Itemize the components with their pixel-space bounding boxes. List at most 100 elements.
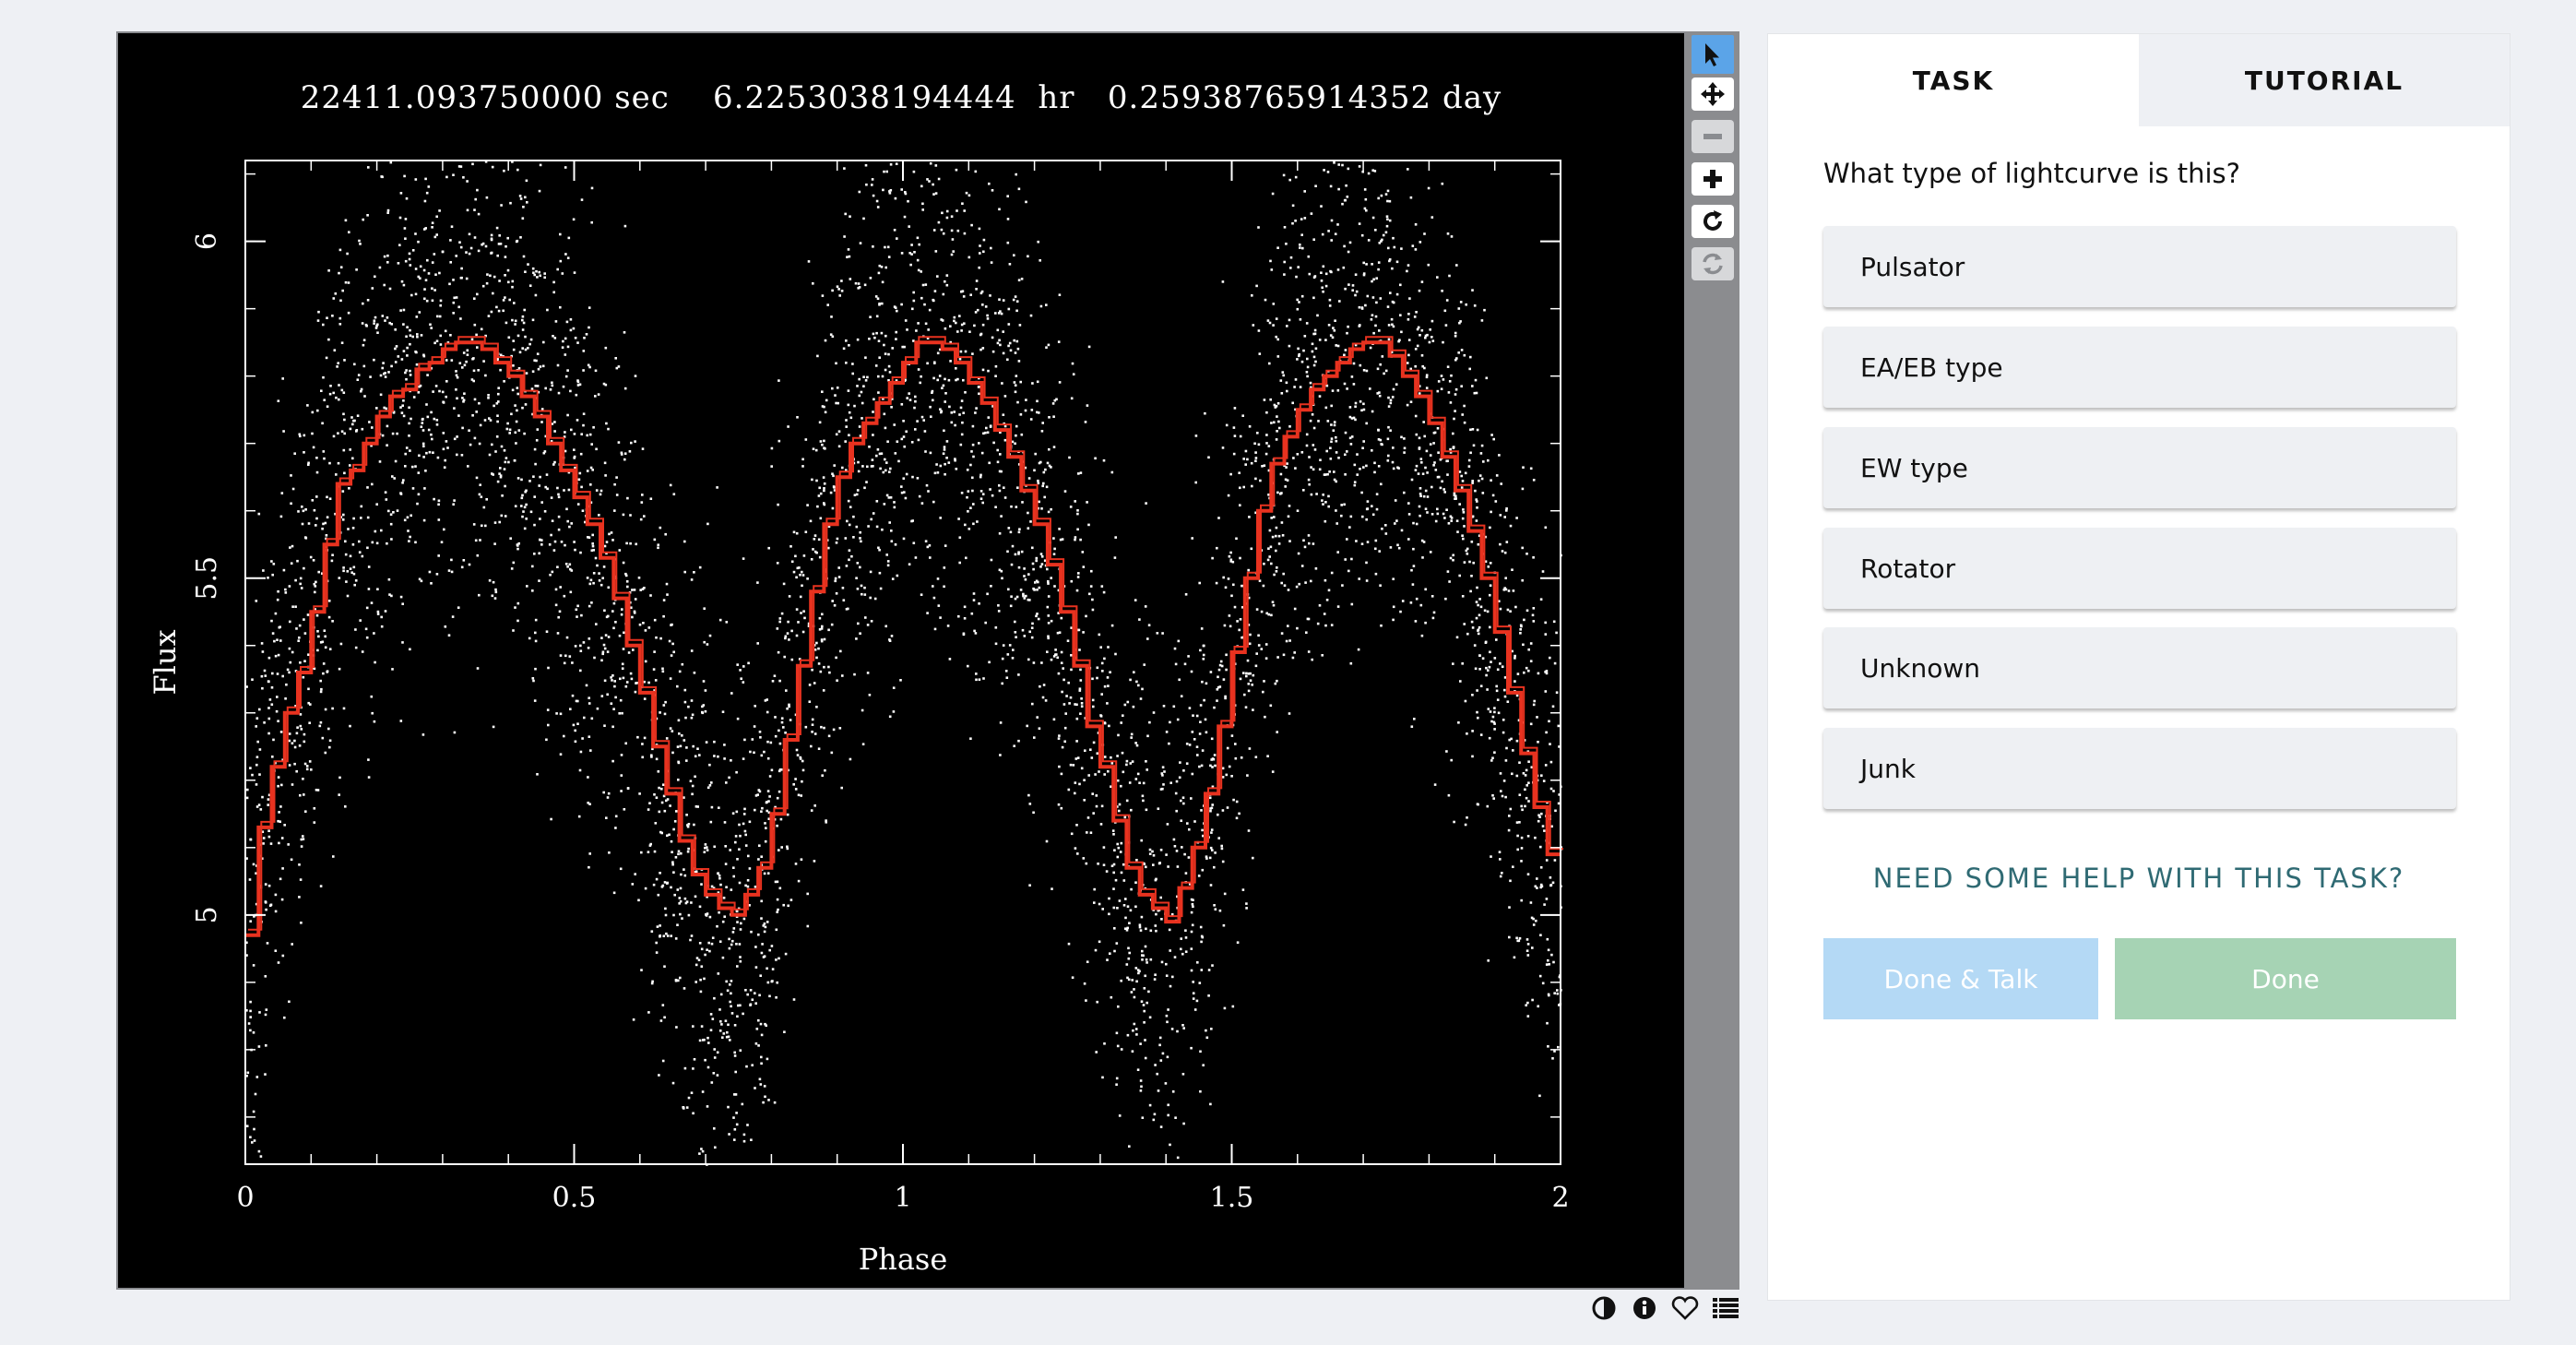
data-point [547, 666, 550, 670]
data-point [1093, 901, 1096, 904]
data-point [245, 857, 248, 860]
data-point [1365, 464, 1368, 468]
subject-viewer[interactable]: 22411.093750000 sec 6.2253038194444 hr 0… [116, 31, 1686, 1290]
data-point [903, 345, 906, 349]
data-point [277, 819, 279, 823]
data-point [414, 292, 418, 296]
data-point [689, 780, 693, 782]
data-point [1054, 649, 1057, 651]
data-point [845, 469, 848, 471]
data-point [1419, 493, 1422, 495]
data-point [643, 697, 647, 700]
data-point [751, 738, 754, 741]
data-point [362, 218, 364, 221]
data-point [425, 299, 429, 303]
data-point [626, 585, 629, 589]
data-point [522, 255, 526, 258]
data-point [1296, 626, 1299, 630]
data-point [650, 982, 654, 985]
data-point [344, 805, 347, 808]
data-point [953, 315, 956, 319]
data-point [685, 746, 688, 749]
data-point [1230, 594, 1233, 598]
data-point [1418, 385, 1421, 387]
data-point [1525, 796, 1528, 800]
data-point [731, 939, 734, 943]
data-point [1086, 960, 1089, 963]
data-point [414, 268, 418, 270]
data-point [445, 395, 447, 399]
data-point [337, 432, 339, 434]
data-point [982, 250, 985, 254]
data-point [717, 891, 720, 894]
data-point [1096, 676, 1098, 680]
data-point [1085, 614, 1087, 618]
data-point [1479, 684, 1483, 687]
data-point [1161, 774, 1164, 777]
data-point [1310, 493, 1313, 496]
data-point [351, 527, 355, 530]
data-point [1449, 401, 1453, 404]
data-point [531, 589, 534, 592]
data-point [895, 379, 898, 382]
data-point [871, 458, 874, 461]
data-point [621, 662, 624, 666]
data-point [360, 389, 362, 393]
data-point [1537, 672, 1540, 675]
data-point [588, 803, 591, 805]
data-point [1519, 632, 1522, 635]
data-point [1419, 494, 1422, 497]
data-point [331, 620, 334, 623]
data-point [1076, 756, 1080, 759]
data-point [705, 913, 707, 916]
data-point [1357, 648, 1360, 651]
data-point [1213, 904, 1216, 907]
data-point [509, 537, 512, 540]
data-point [678, 897, 682, 899]
data-point [1009, 530, 1013, 534]
data-point [1501, 550, 1504, 553]
data-point [1386, 305, 1390, 308]
data-point [1495, 684, 1498, 688]
data-point [1258, 579, 1262, 582]
data-point [761, 943, 764, 946]
data-point [912, 291, 915, 294]
data-point [1446, 459, 1449, 462]
data-point [754, 705, 756, 708]
data-point [604, 346, 608, 350]
data-point [932, 229, 936, 232]
data-point [1505, 746, 1508, 750]
data-point [1197, 875, 1201, 877]
data-point [1060, 616, 1063, 620]
data-point [423, 199, 427, 203]
data-point [830, 623, 834, 626]
data-point [597, 393, 600, 396]
data-point [305, 768, 309, 771]
data-point [1423, 434, 1426, 438]
data-point [288, 732, 291, 735]
data-point [739, 959, 742, 963]
data-point [1398, 339, 1401, 341]
data-point [1407, 502, 1410, 505]
data-point [426, 374, 429, 376]
data-point [516, 544, 519, 547]
data-point [1229, 472, 1232, 476]
data-point [765, 1024, 767, 1027]
data-point [1509, 879, 1512, 883]
data-point [409, 648, 411, 651]
data-point [910, 253, 913, 256]
data-point [1141, 794, 1145, 798]
data-point [1248, 642, 1252, 646]
data-point [340, 430, 344, 433]
data-point [942, 232, 945, 235]
data-point [659, 934, 661, 938]
data-point [1200, 940, 1203, 944]
data-point [1498, 454, 1501, 457]
data-point [593, 656, 596, 660]
data-point [1529, 722, 1533, 726]
data-point [1010, 505, 1013, 508]
data-point [327, 600, 331, 602]
data-point [713, 740, 716, 744]
data-point [1491, 794, 1494, 797]
data-point [335, 473, 338, 476]
